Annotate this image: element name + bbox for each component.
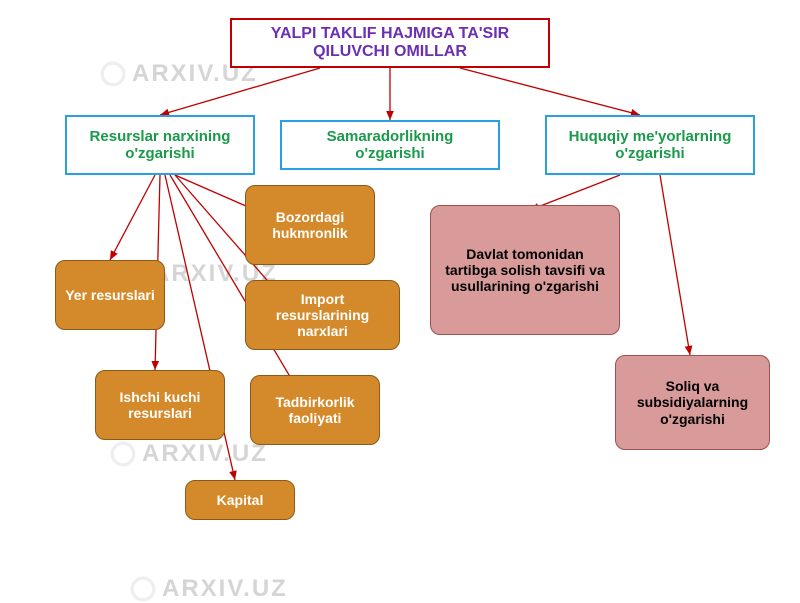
leaf-davlat: Davlat tomonidan tartibga solish tavsifi… (430, 205, 620, 335)
leaf-yer: Yer resurslari (55, 260, 165, 330)
leaf-label: Ishchi kuchi resurslari (104, 389, 216, 421)
leaf-label: Import resurslarining narxlari (254, 291, 391, 339)
leaf-label: Tadbirkorlik faoliyati (259, 394, 371, 426)
category-samaradorlik: Samaradorlikning o'zgarishi (280, 120, 500, 170)
diagram-title: YALPI TAKLIF HAJMIGA TA'SIR QILUVCHI OMI… (230, 18, 550, 68)
leaf-label: Davlat tomonidan tartibga solish tavsifi… (439, 246, 611, 294)
leaf-label: Kapital (217, 492, 264, 508)
leaf-import: Import resurslarining narxlari (245, 280, 400, 350)
category-huquqiy: Huquqiy me'yorlarning o'zgarishi (545, 115, 755, 175)
watermark: ARXIV.UZ (110, 440, 268, 468)
watermark-text: ARXIV.UZ (142, 440, 268, 468)
watermark: ARXIV.UZ (130, 575, 288, 603)
leaf-ishchi: Ishchi kuchi resurslari (95, 370, 225, 440)
category-resurslar: Resurslar narxining o'zgarishi (65, 115, 255, 175)
category-label: Samaradorlikning o'zgarishi (290, 128, 490, 163)
category-label: Resurslar narxining o'zgarishi (75, 128, 245, 163)
leaf-kapital: Kapital (185, 480, 295, 520)
leaf-soliq: Soliq va subsidiyalarning o'zgarishi (615, 355, 770, 450)
title-text: YALPI TAKLIF HAJMIGA TA'SIR QILUVCHI OMI… (240, 25, 540, 62)
leaf-label: Soliq va subsidiyalarning o'zgarishi (624, 378, 761, 426)
leaf-label: Bozordagi hukmronlik (254, 209, 366, 241)
watermark-text: ARXIV.UZ (162, 575, 288, 603)
category-label: Huquqiy me'yorlarning o'zgarishi (555, 128, 745, 163)
leaf-tadbirkorlik: Tadbirkorlik faoliyati (250, 375, 380, 445)
leaf-label: Yer resurslari (65, 287, 155, 303)
leaf-bozordagi: Bozordagi hukmronlik (245, 185, 375, 265)
